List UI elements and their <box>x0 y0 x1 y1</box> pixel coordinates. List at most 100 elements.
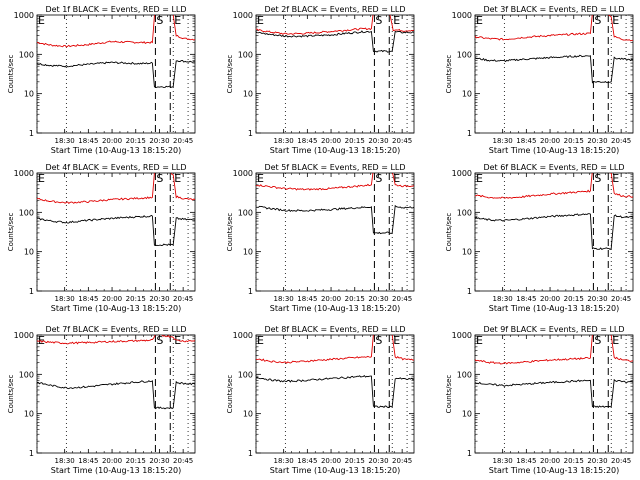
x-tick-label: 20:45 <box>173 457 193 465</box>
x-tick-label: 20:45 <box>392 295 412 303</box>
events-series-line <box>475 378 633 409</box>
panel-title: Det 1f BLACK = Events, RED = LLD <box>45 5 186 14</box>
y-tick-label: 1000 <box>452 331 472 340</box>
x-tick-label: 20:45 <box>611 137 631 145</box>
x-tick-label: 18:30 <box>274 295 294 303</box>
x-axis-label: Start Time (10-Aug-13 18:15:20) <box>489 304 620 313</box>
panel-title: Det 9f BLACK = Events, RED = LLD <box>483 325 624 334</box>
event-marker-label: E <box>38 172 45 185</box>
event-marker-label: S <box>594 14 601 27</box>
y-tick-label: 1000 <box>233 331 253 340</box>
x-tick-label: 18:45 <box>78 457 98 465</box>
panel-det-1: Det 1f BLACK = Events, RED = LLD Counts/s… <box>7 5 196 155</box>
x-axis-label: Start Time (10-Aug-13 18:15:20) <box>489 466 620 475</box>
x-tick-label: 18:45 <box>297 457 317 465</box>
panel-det-8: Det 8f BLACK = Events, RED = LLD Counts/s… <box>226 325 415 475</box>
y-tick-label: 10 <box>24 248 34 257</box>
lld-series-line <box>475 15 633 42</box>
x-tick-label: 20:00 <box>102 295 122 303</box>
y-tick-label: 1 <box>248 129 253 138</box>
x-tick-label: 18:30 <box>274 457 294 465</box>
y-axis-label: Counts/sec <box>445 55 453 94</box>
x-tick-label: 20:00 <box>321 295 341 303</box>
lld-series-line <box>37 15 195 48</box>
y-axis-label: Counts/sec <box>7 213 15 252</box>
y-tick-label: 1000 <box>452 11 472 20</box>
x-tick-label: 20:15 <box>564 295 584 303</box>
event-marker-label: E <box>393 334 400 347</box>
x-tick-label: 18:30 <box>55 295 75 303</box>
y-tick-label: 100 <box>457 208 472 217</box>
event-marker-label: E <box>257 334 264 347</box>
plot-frame <box>474 14 634 134</box>
event-marker-label: S <box>156 334 163 347</box>
event-marker-label: E <box>476 172 483 185</box>
lld-series-line <box>475 173 633 199</box>
events-series-line <box>37 380 195 410</box>
x-tick-label: 18:45 <box>516 137 536 145</box>
x-tick-label: 18:45 <box>516 457 536 465</box>
y-axis-label: Counts/sec <box>226 213 234 252</box>
x-tick-label: 20:30 <box>149 295 169 303</box>
y-tick-label: 1 <box>29 287 34 296</box>
y-tick-label: 100 <box>457 370 472 379</box>
event-marker-label: E <box>174 14 181 27</box>
panel-title: Det 7f BLACK = Events, RED = LLD <box>45 325 186 334</box>
y-axis-label: Counts/sec <box>226 375 234 414</box>
y-tick-label: 100 <box>238 208 253 217</box>
event-marker-label: E <box>393 172 400 185</box>
y-tick-label: 1000 <box>233 169 253 178</box>
y-tick-label: 1000 <box>14 11 34 20</box>
event-marker-label: E <box>38 14 45 27</box>
y-axis-label: Counts/sec <box>445 375 453 414</box>
x-tick-label: 18:45 <box>297 137 317 145</box>
y-tick-label: 100 <box>19 50 34 59</box>
x-tick-label: 20:30 <box>368 137 388 145</box>
y-tick-label: 10 <box>243 90 253 99</box>
event-marker-label: E <box>174 172 181 185</box>
event-marker-label: S <box>156 14 163 27</box>
x-tick-label: 20:15 <box>345 137 365 145</box>
x-tick-label: 20:15 <box>126 295 146 303</box>
x-tick-label: 18:45 <box>78 295 98 303</box>
panel-title: Det 4f BLACK = Events, RED = LLD <box>45 163 186 172</box>
x-tick-label: 18:30 <box>274 137 294 145</box>
y-tick-label: 10 <box>24 410 34 419</box>
panel-title: Det 6f BLACK = Events, RED = LLD <box>483 163 624 172</box>
event-marker-label: E <box>38 334 45 347</box>
x-tick-label: 18:30 <box>493 457 513 465</box>
y-tick-label: 1 <box>248 287 253 296</box>
y-tick-label: 1 <box>467 287 472 296</box>
plot-frame <box>36 172 196 292</box>
x-axis-label: Start Time (10-Aug-13 18:15:20) <box>51 304 182 313</box>
x-tick-label: 20:00 <box>321 137 341 145</box>
x-tick-label: 20:30 <box>587 457 607 465</box>
y-tick-label: 1000 <box>452 169 472 178</box>
x-tick-label: 20:00 <box>540 295 560 303</box>
y-tick-label: 10 <box>462 90 472 99</box>
panel-det-6: Det 6f BLACK = Events, RED = LLD Counts/s… <box>445 163 634 313</box>
x-tick-label: 18:45 <box>516 295 536 303</box>
events-series-line <box>475 213 633 250</box>
event-marker-label: E <box>257 14 264 27</box>
event-marker-label: S <box>156 172 163 185</box>
y-tick-label: 10 <box>24 90 34 99</box>
y-tick-label: 10 <box>243 248 253 257</box>
x-tick-label: 20:30 <box>587 137 607 145</box>
x-axis-label: Start Time (10-Aug-13 18:15:20) <box>270 466 401 475</box>
x-axis-label: Start Time (10-Aug-13 18:15:20) <box>270 304 401 313</box>
panel-det-4: Det 4f BLACK = Events, RED = LLD Counts/s… <box>7 163 196 313</box>
event-marker-label: E <box>393 14 400 27</box>
event-marker-label: E <box>476 14 483 27</box>
x-axis-label: Start Time (10-Aug-13 18:15:20) <box>270 146 401 155</box>
y-tick-label: 1 <box>29 129 34 138</box>
x-tick-label: 20:15 <box>126 457 146 465</box>
x-tick-label: 18:30 <box>493 295 513 303</box>
x-tick-label: 20:45 <box>611 457 631 465</box>
panel-title: Det 3f BLACK = Events, RED = LLD <box>483 5 624 14</box>
x-tick-label: 20:15 <box>564 137 584 145</box>
plot-frame <box>255 14 415 134</box>
x-tick-label: 18:45 <box>78 137 98 145</box>
plot-frame <box>36 334 196 454</box>
x-tick-label: 20:30 <box>149 457 169 465</box>
